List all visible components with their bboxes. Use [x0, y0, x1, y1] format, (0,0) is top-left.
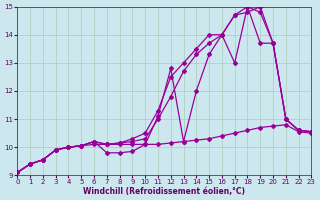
X-axis label: Windchill (Refroidissement éolien,°C): Windchill (Refroidissement éolien,°C): [84, 187, 245, 196]
